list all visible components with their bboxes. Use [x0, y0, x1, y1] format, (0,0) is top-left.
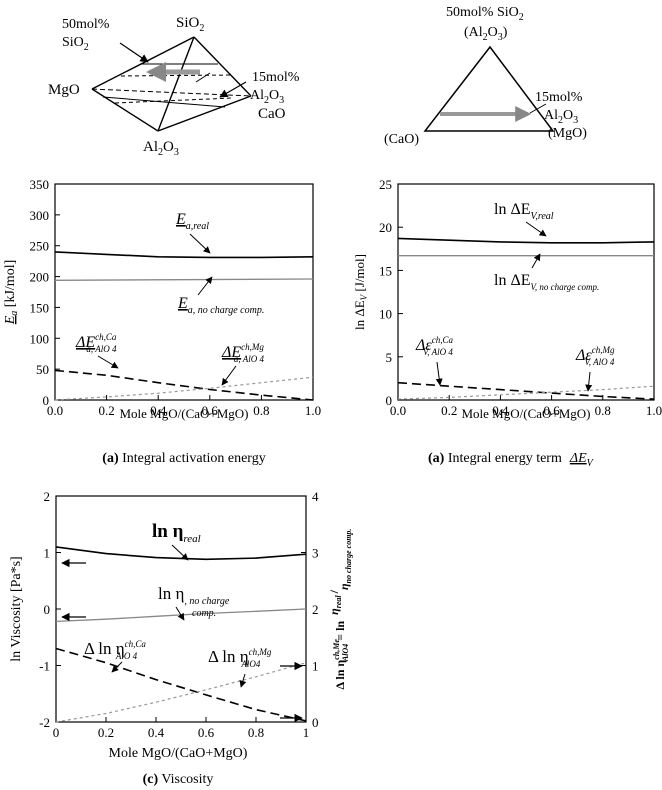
- annot-15mol-al2o3-line2: Al2O3: [250, 88, 284, 106]
- y-axis-label: ln ΔEV [J/mol]: [352, 254, 369, 330]
- x-tick-label: 0.4: [148, 725, 165, 740]
- plot-frame: [54, 183, 314, 401]
- series-label-dlneta-mg: Δ ln ηch,Mg AlO4: [208, 647, 272, 669]
- y-tick-label: 10: [379, 307, 392, 322]
- series-label-deps-ca: Δεch,Ca V, AlO 4: [415, 335, 453, 357]
- x-tick-label: 1.0: [305, 403, 321, 418]
- x-tick-label: 1.0: [646, 403, 662, 418]
- annot-15mol-al2o3-line1: 15mol%: [252, 70, 300, 85]
- series-label-lnev-nocharge: ln ΔEV, no charge comp.: [494, 272, 599, 292]
- y-tick-label: 5: [386, 350, 393, 365]
- series-line-solid-black: [54, 251, 314, 259]
- x-tick-label: 0.6: [202, 403, 219, 418]
- y-tick-label: 2: [44, 489, 51, 504]
- y-tick-label: 0: [386, 393, 393, 408]
- annot-50mol-sio2-line1: 50mol%: [62, 17, 110, 32]
- x-tick-label: 0.4: [150, 403, 167, 418]
- x-tick-label: 0.0: [47, 403, 63, 418]
- series-line-dot-gray: [55, 662, 307, 723]
- series-label-ea-nocharge: Ea, no charge comp.: [177, 295, 264, 316]
- vertex-cao: CaO: [258, 106, 286, 122]
- chart-caption: (a) Integral energy term ΔEV: [428, 451, 595, 469]
- chart-energy-term: 0.0 0.2 0.4 0.6 0.8 1.0 0 5 10 15 20 25 Mole MgO/(C…: [352, 177, 662, 469]
- vertex-sio2: SiO2: [176, 15, 204, 34]
- y-tick-label: 100: [30, 331, 50, 346]
- series-line-dot-gray: [54, 376, 314, 401]
- y2-tick-label: 0: [312, 715, 319, 730]
- y-tick-label: 300: [30, 208, 50, 223]
- series-line-solid-black: [55, 546, 307, 561]
- y2-tick-label: 2: [312, 602, 319, 617]
- series-label-lneta-real: ln ηreal: [152, 521, 201, 545]
- x-tick-label: 0.2: [98, 403, 114, 418]
- y-tick-label: 350: [30, 177, 50, 192]
- series-label-lneta-nocharge: ln η, no charge comp.: [158, 584, 230, 619]
- tri-left-label: (CaO): [384, 132, 419, 147]
- x-tick-label: 0.8: [595, 403, 611, 418]
- vertex-mgo: MgO: [48, 82, 80, 98]
- series-line-dot-gray: [397, 385, 655, 400]
- x-axis-label: Mole MgO/(CaO+MgO): [109, 746, 248, 761]
- series-line-dash-black: [55, 647, 307, 722]
- series-line-dash-black: [54, 369, 314, 401]
- y2-tick-label: 3: [312, 546, 319, 561]
- chart-caption: (a) Integral activation energy: [102, 451, 265, 466]
- x-tick-label: 0.0: [390, 403, 406, 418]
- x-tick-label: 0.6: [543, 403, 560, 418]
- tetrahedron-diagram: SiO2 MgO CaO Al2O3 50mol% SiO2 15mol% Al…: [48, 15, 300, 158]
- plot-frame: [397, 183, 655, 401]
- series-label-dlneta-ca: Δ ln ηch,Ca AlO 4: [84, 639, 146, 661]
- series-line-solid-gray: [54, 278, 314, 281]
- chart-activation-energy: 0.0 0.2 0.4 0.6 0.8 1.0050100150200250300350 …: [3, 177, 321, 466]
- series-label-dea-mg: ΔEch,Mg a, AlO 4: [221, 342, 265, 364]
- y-tick-label: 25: [379, 177, 392, 192]
- tri-top-line2: (Al2O3): [464, 25, 508, 43]
- chart-caption: (c) Viscosity: [143, 772, 214, 787]
- x-tick-label: 1: [303, 725, 310, 740]
- series-line-dash-black: [397, 381, 655, 400]
- y-tick-label: 200: [30, 270, 50, 285]
- triangle-outline: [423, 45, 555, 132]
- tetra-edges: [91, 36, 252, 132]
- x-tick-label: 0.4: [492, 403, 509, 418]
- y-tick-label: 1: [44, 546, 51, 561]
- y-tick-label: 0: [43, 393, 50, 408]
- series-label-ea-real: Ea,real: [175, 211, 209, 232]
- x-tick-label: 0.2: [441, 403, 457, 418]
- y-tick-label: 250: [30, 239, 50, 254]
- x-tick-label: 0.8: [248, 725, 264, 740]
- y-tick-label: -2: [39, 715, 50, 730]
- annot-50mol-sio2-line2: SiO2: [62, 35, 89, 53]
- y2-tick-label: 4: [312, 489, 319, 504]
- x-tick-label: 0.8: [253, 403, 269, 418]
- y-tick-label: 20: [379, 220, 392, 235]
- tri-right-label: (MgO): [548, 126, 587, 141]
- x-tick-label: 0.2: [98, 725, 114, 740]
- y-tick-label: 0: [44, 602, 51, 617]
- tri-annot-line2: Al2O3: [544, 108, 578, 126]
- vertex-al2o3: Al2O3: [143, 139, 179, 158]
- tri-top-line1: 50mol% SiO2: [446, 5, 524, 23]
- series-label-deps-mg: Δεch,Mg V, AlO 4: [575, 345, 615, 367]
- series-label-lnev-real: ln ΔEV,real: [494, 201, 554, 222]
- y-axis-label: Ea [kJ/mol]: [3, 260, 20, 326]
- series-line-solid-black: [397, 237, 655, 244]
- x-tick-label: 0: [53, 725, 60, 740]
- y2-axis-label: Δ ln ηch,MeAlO4 = lnηreal/ηno charge com…: [327, 529, 353, 690]
- tri-annot-line1: 15mol%: [535, 90, 583, 105]
- y-tick-label: -1: [39, 659, 50, 674]
- series-label-dea-ca: ΔEch,Ca a, AlO 4: [75, 332, 117, 354]
- x-axis-label: Mole MgO/(CaO+MgO): [119, 406, 248, 421]
- y-tick-label: 50: [36, 362, 49, 377]
- y-tick-label: 150: [30, 300, 50, 315]
- y-tick-label: 15: [379, 263, 392, 278]
- triangle-diagram: 50mol% SiO2 (Al2O3) 15mol% Al2O3 (MgO) (…: [384, 5, 587, 147]
- x-tick-label: 0.6: [198, 725, 215, 740]
- y2-tick-label: 1: [312, 659, 319, 674]
- x-axis-label: Mole MgO/(CaO+MgO): [461, 406, 590, 421]
- y-axis-label: ln Viscosity [Pa*s]: [9, 556, 24, 661]
